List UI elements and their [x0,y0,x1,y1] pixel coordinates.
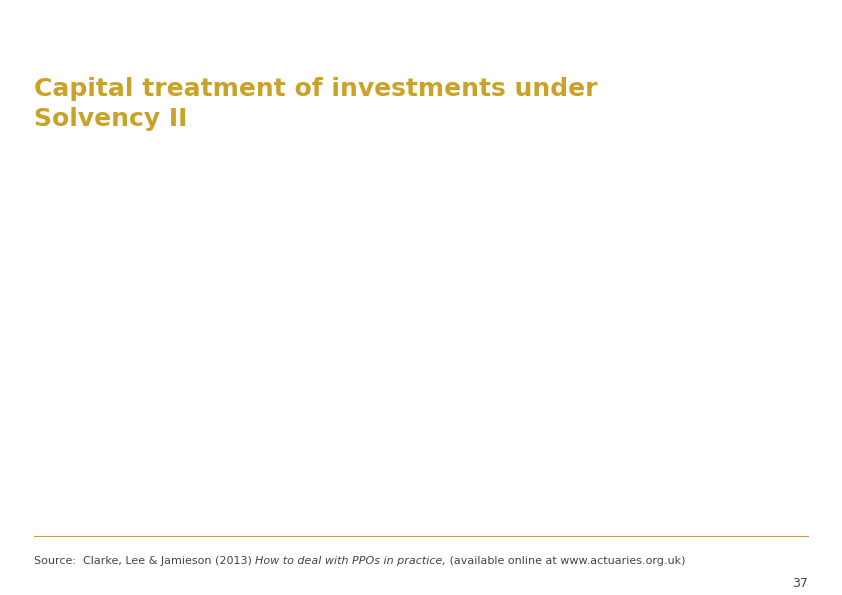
Text: 37: 37 [792,577,808,590]
Text: Capital treatment of investments under
Solvency II: Capital treatment of investments under S… [34,77,597,131]
Text: Source:  Clarke, Lee & Jamieson (2013): Source: Clarke, Lee & Jamieson (2013) [34,556,255,566]
Text: (available online at www.actuaries.org.uk): (available online at www.actuaries.org.u… [446,556,685,566]
Text: How to deal with PPOs in practice,: How to deal with PPOs in practice, [255,556,446,566]
